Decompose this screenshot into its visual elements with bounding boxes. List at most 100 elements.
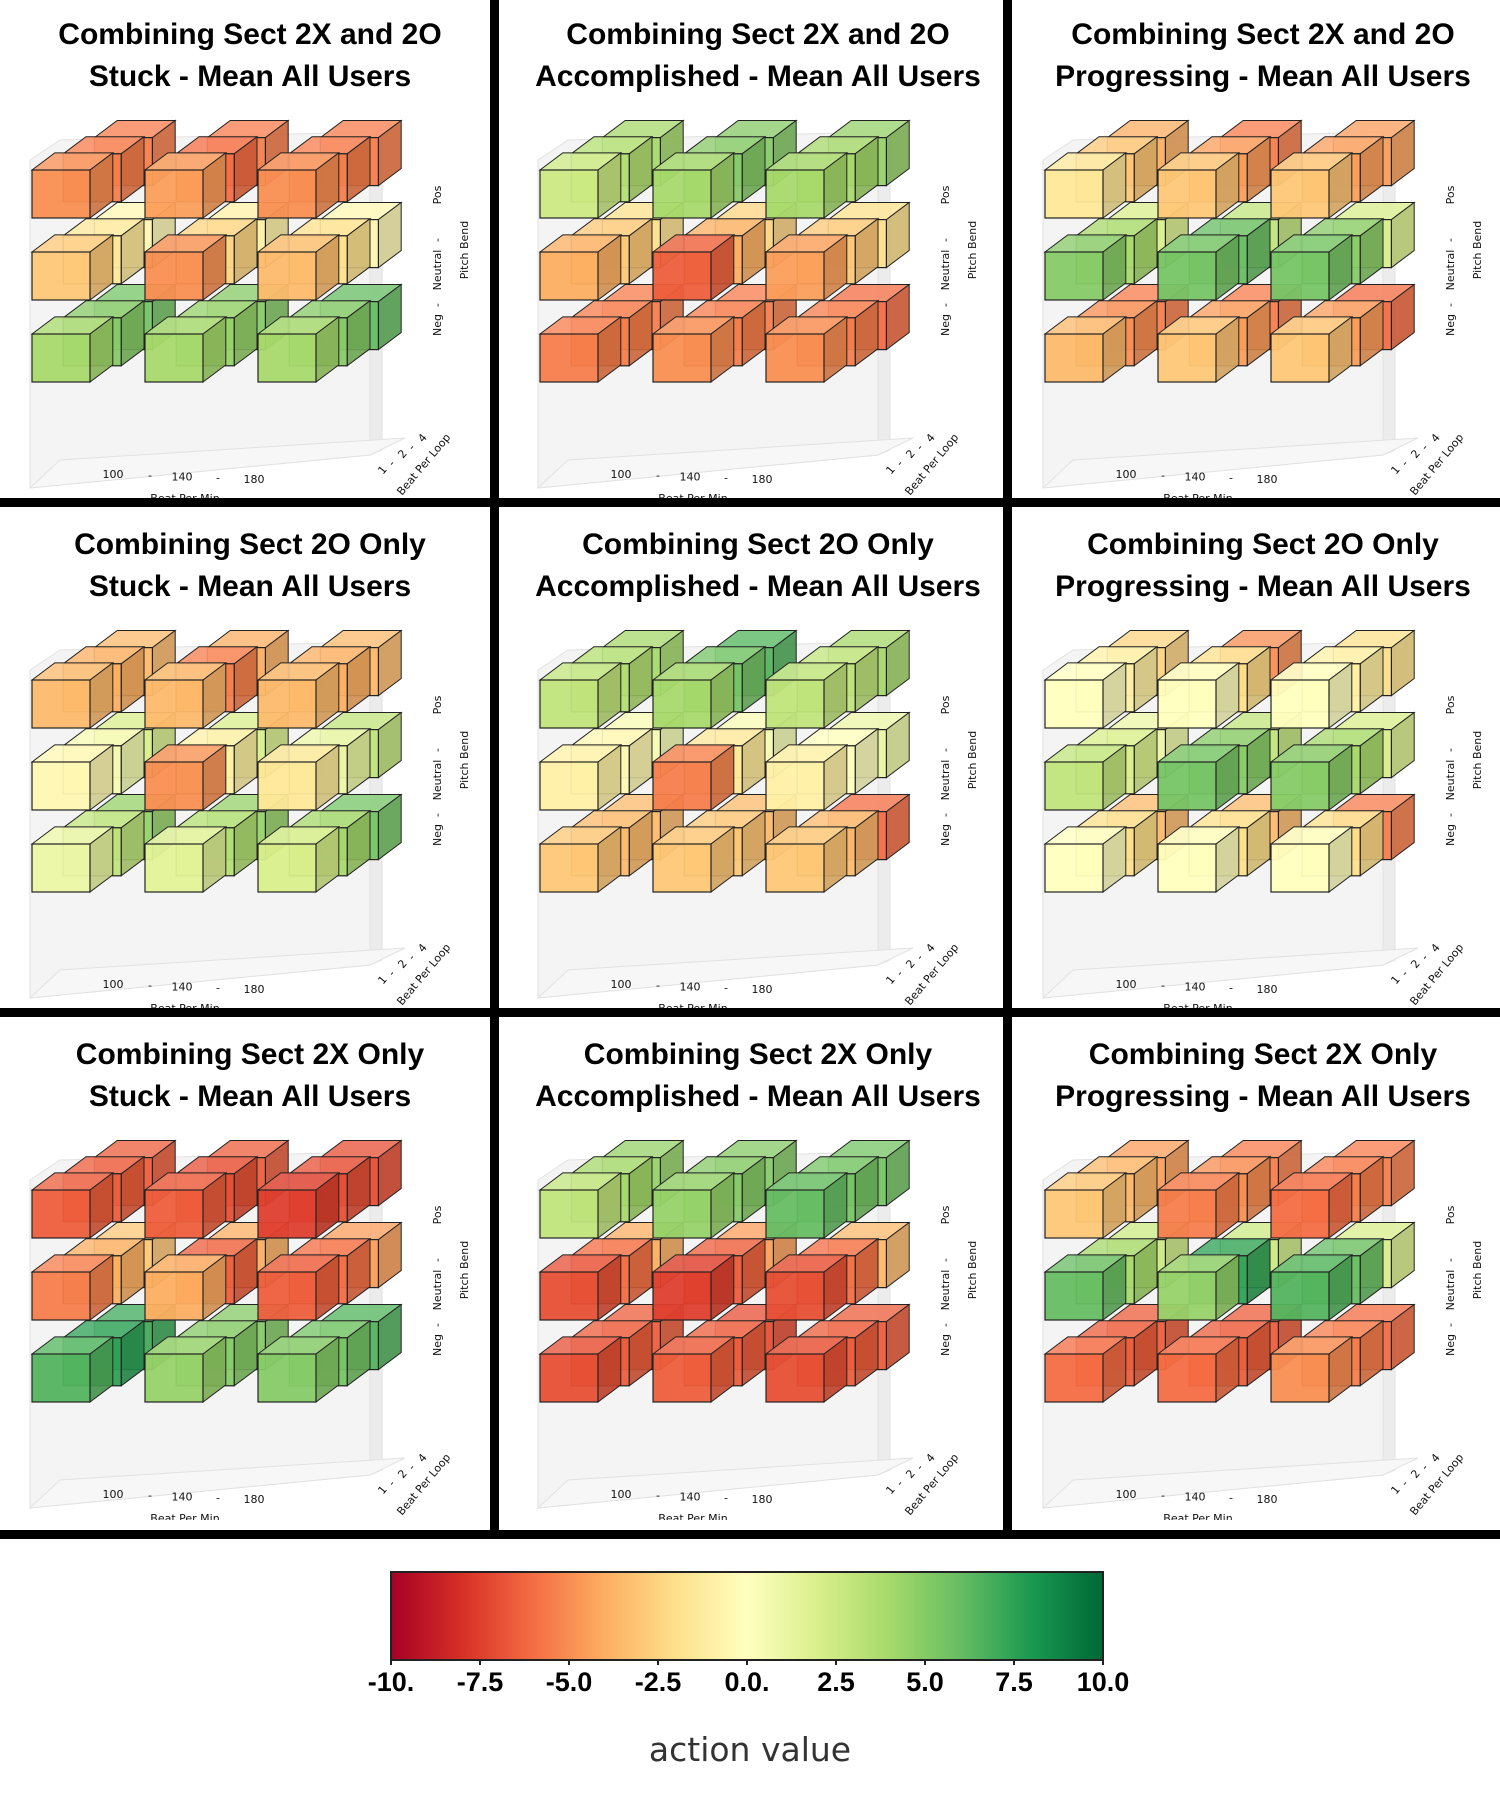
voxel-front-face — [31, 761, 91, 811]
voxel-front-face — [257, 843, 317, 893]
z-axis-label: Pitch Bend — [1471, 731, 1484, 790]
x-axis-label: Beat Per Min — [658, 1512, 727, 1520]
voxel-front-face — [765, 761, 825, 811]
y-tick-label: - — [893, 458, 906, 469]
y-tick-label: 4 — [1428, 941, 1442, 955]
chart-panel: Combining Sect 2O Only Stuck - Mean All U… — [0, 510, 500, 1010]
voxel-front-face — [257, 1271, 317, 1321]
y-tick-label: 4 — [415, 431, 429, 445]
voxel — [651, 743, 736, 812]
colorbar-tick-label: -2.5 — [634, 1667, 682, 1697]
z-tick-label: Neg — [431, 824, 444, 846]
colorbar-tick-label: 0.0. — [724, 1667, 770, 1697]
voxel — [1269, 315, 1354, 384]
panel-title-line2: Progressing - Mean All Users — [1013, 566, 1500, 608]
panel-title-suffix: - Mean All Users — [740, 60, 981, 93]
voxel-front-face — [1270, 251, 1330, 301]
voxel-front-face — [31, 251, 91, 301]
voxel — [143, 315, 228, 384]
voxel-front-face — [1270, 169, 1330, 219]
panel-title-line1: Combining Sect 2X and 2O — [1071, 18, 1455, 51]
voxel-front-face — [31, 1189, 91, 1239]
voxel — [1269, 661, 1354, 730]
voxel — [1156, 1171, 1241, 1239]
voxel-front-face — [652, 1189, 712, 1239]
z-tick-label: Pos — [939, 695, 952, 714]
x-tick-label: 100 — [1116, 978, 1137, 991]
voxel — [1043, 233, 1128, 302]
voxel-front-face — [1270, 1189, 1330, 1239]
y-tick-label: - — [405, 442, 418, 453]
z-tick-label: Neg — [1444, 1334, 1457, 1356]
voxel — [1156, 743, 1241, 812]
panel-title-suffix: - Mean All Users — [1230, 60, 1471, 93]
panel-title-line2: Accomplished - Mean All Users — [508, 1076, 1008, 1118]
colorbar: -10. -7.5 -5.0 -2.5 0.0. 2.5 5.0 7.5 10.0 action… — [0, 1545, 1500, 1800]
grid-separator — [0, 1530, 1500, 1539]
panel-title-suffix: - Mean All Users — [170, 60, 412, 93]
z-axis-label: Pitch Bend — [1471, 221, 1484, 280]
x-axis-label: Beat Per Min — [150, 1002, 219, 1010]
voxel — [764, 1253, 849, 1322]
voxels — [30, 119, 403, 384]
voxels — [1043, 1139, 1416, 1404]
x-tick-label: 140 — [172, 1490, 193, 1503]
voxel — [764, 661, 849, 730]
x-tick-label: - — [216, 1492, 220, 1505]
panel-title: Combining Sect 2O Only Progressing - Mean… — [1013, 524, 1500, 608]
voxel-front-face — [257, 761, 317, 811]
z-tick-label: - — [1444, 748, 1457, 752]
pane-floor — [1041, 1457, 1419, 1509]
voxel-front-face — [539, 761, 599, 811]
panel-title-state: Progressing — [1055, 60, 1231, 93]
colorbar-tick-label: -7.5 — [456, 1667, 504, 1697]
x-axis-label: Beat Per Min — [1163, 1002, 1232, 1010]
voxel — [538, 233, 623, 302]
voxel — [651, 151, 736, 219]
voxel — [143, 825, 228, 894]
voxel — [1156, 825, 1241, 894]
panel-title-line1: Combining Sect 2X Only — [583, 1038, 933, 1071]
voxel-front-face — [1044, 1353, 1104, 1403]
voxel-front-face — [144, 333, 204, 383]
z-tick-label: Neutral — [939, 250, 952, 291]
x-tick-label: - — [1229, 982, 1233, 995]
voxel-front-face — [1044, 761, 1104, 811]
x-tick-label: 100 — [103, 1488, 124, 1501]
voxel — [538, 151, 623, 219]
panel-title-line2: Stuck - Mean All Users — [0, 1076, 500, 1118]
voxel — [30, 1253, 115, 1322]
z-tick-label: Neutral — [1444, 250, 1457, 291]
x-axis-label: Beat Per Min — [1163, 492, 1232, 500]
z-tick-label: - — [431, 238, 444, 242]
y-tick-label: - — [893, 1478, 906, 1489]
x-tick-label: 140 — [1185, 1490, 1206, 1503]
voxel-front-face — [144, 169, 204, 219]
panel-title: Combining Sect 2X and 2O Stuck - Mean All… — [0, 14, 500, 98]
voxel-front-face — [652, 333, 712, 383]
y-tick-label: 1 — [1388, 463, 1402, 477]
voxel — [764, 315, 849, 384]
x-tick-label: - — [724, 982, 728, 995]
panel-title: Combining Sect 2X Only Progressing - Mean… — [1013, 1034, 1500, 1118]
z-tick-label: - — [1444, 1323, 1457, 1327]
z-tick-label: Pos — [431, 695, 444, 714]
z-tick-label: Pos — [939, 1205, 952, 1224]
voxel-front-face — [1157, 251, 1217, 301]
z-tick-label: Pos — [431, 185, 444, 204]
voxel-front-face — [765, 251, 825, 301]
voxel-front-face — [257, 333, 317, 383]
x-tick-label: 180 — [1257, 983, 1278, 996]
y-tick-label: - — [1418, 952, 1431, 963]
z-tick-label: - — [939, 813, 952, 817]
voxel — [1043, 1171, 1128, 1239]
voxel-front-face — [1044, 333, 1104, 383]
x-tick-label: 140 — [1185, 980, 1206, 993]
x-tick-label: - — [724, 1492, 728, 1505]
colorbar-tick-label: 10.0 — [1076, 1667, 1130, 1697]
voxel — [30, 315, 115, 384]
voxel-front-face — [31, 843, 91, 893]
voxel-front-face — [1044, 251, 1104, 301]
voxel — [30, 661, 115, 729]
